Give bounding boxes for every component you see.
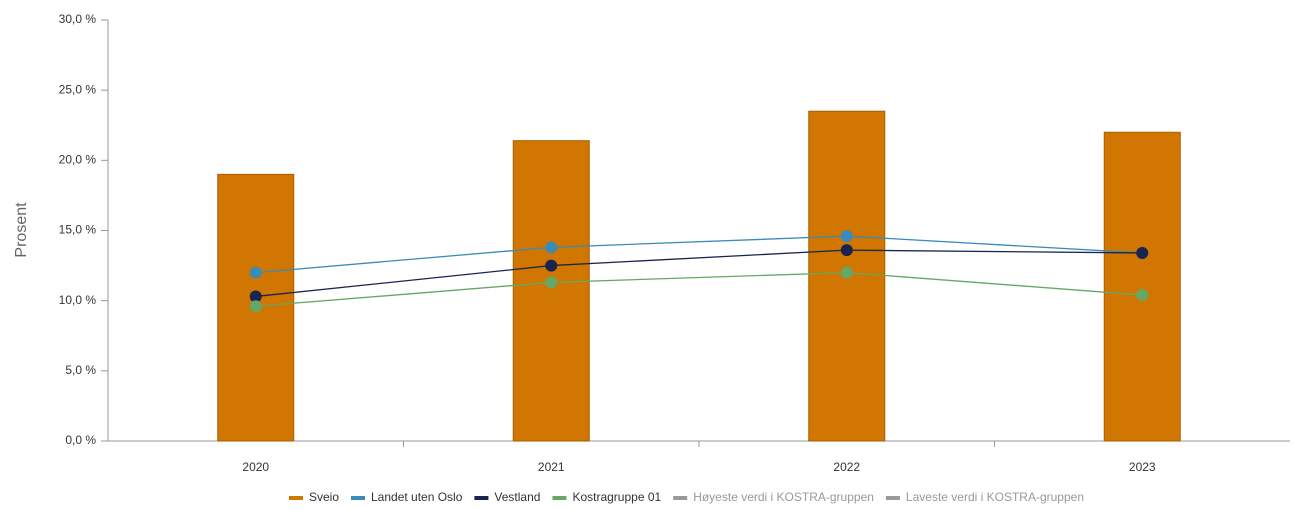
y-tick-label: 30,0 % xyxy=(59,12,97,26)
point xyxy=(840,244,853,257)
point xyxy=(249,290,262,303)
x-tick-label: 2022 xyxy=(833,460,860,474)
line xyxy=(255,249,1143,298)
legend-label: Vestland xyxy=(494,490,540,504)
y-axis-label: Prosent xyxy=(13,202,30,258)
legend-label: Kostragruppe 01 xyxy=(572,490,661,504)
y-tick-label: 25,0 % xyxy=(59,82,97,96)
point xyxy=(249,266,262,279)
x-tick-label: 2023 xyxy=(1129,460,1156,474)
legend-label: Landet uten Oslo xyxy=(371,490,463,504)
x-tick-label: 2021 xyxy=(538,460,565,474)
point xyxy=(545,259,558,272)
legend-label: Laveste verdi i KOSTRA-gruppen xyxy=(906,490,1084,504)
point xyxy=(1136,246,1149,259)
line xyxy=(255,271,1143,307)
point xyxy=(249,300,262,313)
point xyxy=(840,266,853,279)
y-tick-label: 15,0 % xyxy=(59,223,97,237)
y-tick-label: 10,0 % xyxy=(59,293,97,307)
point xyxy=(1136,289,1149,302)
legend-label: Høyeste verdi i KOSTRA-gruppen xyxy=(693,490,874,504)
y-tick-label: 5,0 % xyxy=(65,363,96,377)
point xyxy=(545,241,558,254)
point xyxy=(840,230,853,243)
point xyxy=(545,276,558,289)
y-tick-label: 20,0 % xyxy=(59,153,97,167)
x-tick-label: 2020 xyxy=(242,460,269,474)
bar xyxy=(1103,131,1181,442)
line xyxy=(255,235,1143,274)
legend-label: Sveio xyxy=(309,490,339,504)
y-tick-label: 0,0 % xyxy=(65,433,96,447)
bar xyxy=(512,140,590,442)
